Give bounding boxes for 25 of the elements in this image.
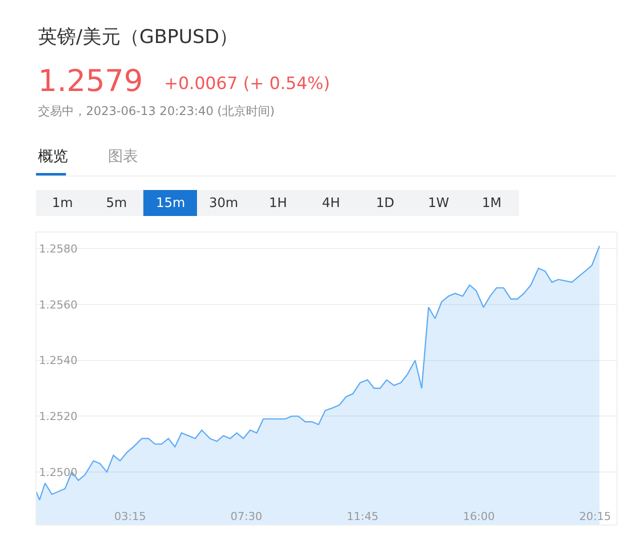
- text: 30m: [209, 196, 238, 211]
- text: 1M: [482, 196, 502, 211]
- x-tick-label: 20:15: [579, 510, 611, 523]
- text: 概览: [38, 147, 68, 165]
- x-tick-label: 03:15: [114, 510, 146, 523]
- x-tick-label: 11:45: [346, 510, 378, 523]
- text: 1m: [52, 196, 73, 211]
- text: 4H: [322, 196, 340, 211]
- text: 图表: [108, 147, 138, 165]
- y-tick-label: 1.2520: [39, 410, 78, 424]
- text: 1H: [269, 196, 288, 211]
- text: 5m: [106, 196, 127, 211]
- y-tick-label: 1.2500: [39, 466, 78, 479]
- y-tick-label: 1.2560: [39, 298, 78, 312]
- text: +0.0067 (+ 0.54%): [164, 74, 330, 94]
- text: 交易中，2023-06-13 20:23:40 (北京时间): [38, 104, 275, 118]
- y-tick-label: 1.2540: [39, 354, 78, 368]
- text: 1D: [376, 196, 394, 211]
- chart-title: 英镑/美元（GBPUSD）: [38, 26, 238, 48]
- y-tick-label: 1.2580: [39, 242, 78, 256]
- text: 15m: [156, 196, 186, 211]
- x-tick-label: 16:00: [463, 510, 495, 523]
- x-tick-label: 07:30: [230, 510, 262, 523]
- text: 1W: [428, 196, 450, 211]
- text: 1.2579: [38, 64, 143, 99]
